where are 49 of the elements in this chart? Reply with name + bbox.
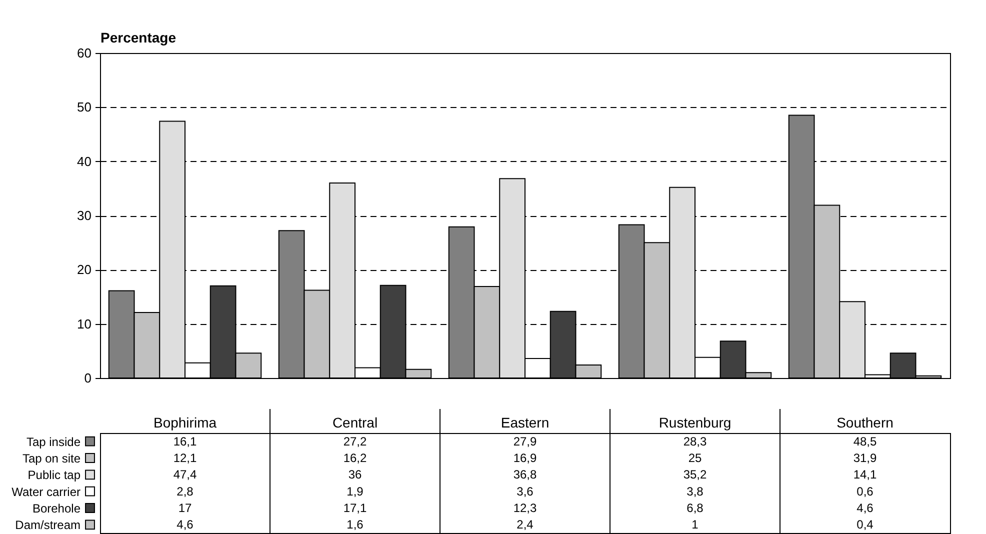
- data-label: 16,9: [513, 451, 537, 465]
- data-label: 17,1: [343, 501, 367, 515]
- data-label: 27,9: [513, 434, 537, 448]
- data-label: 16,1: [173, 434, 197, 448]
- x-tick-label: Eastern: [500, 414, 550, 430]
- legend-label: Tap inside: [26, 434, 81, 449]
- data-label: 0,6: [856, 484, 874, 498]
- data-label: 12,3: [513, 501, 537, 515]
- data-label: 4,6: [176, 518, 194, 532]
- y-axis-title: Percentage: [100, 30, 176, 46]
- data-label: 36,8: [513, 468, 537, 482]
- y-tick-label: 0: [84, 370, 92, 386]
- data-label: 2,4: [516, 518, 534, 532]
- legend-label: Water carrier: [12, 484, 80, 499]
- data-label: 3,8: [686, 484, 704, 498]
- y-tick-label: 30: [77, 208, 92, 223]
- data-label: 17: [178, 501, 192, 515]
- legend-label: Borehole: [32, 502, 81, 516]
- data-label: 4,6: [856, 501, 874, 515]
- data-label: 2,8: [176, 484, 194, 498]
- y-tick-label: 50: [77, 100, 92, 115]
- legend-label: Public tap: [28, 468, 81, 482]
- data-label: 35,2: [683, 468, 707, 482]
- data-label: 25: [688, 451, 702, 465]
- data-label: 6,8: [686, 501, 704, 515]
- x-tick-label: Central: [332, 414, 378, 430]
- data-label: 47,4: [173, 468, 197, 482]
- legend-label: Dam/stream: [15, 518, 81, 532]
- data-label: 48,5: [853, 434, 877, 448]
- data-label: 36: [348, 468, 362, 482]
- legend-label: Tap on site: [22, 452, 81, 466]
- data-label: 3,6: [516, 484, 534, 498]
- data-label: 27,2: [343, 434, 367, 448]
- y-tick-label: 40: [77, 154, 92, 169]
- y-tick-label: 20: [77, 262, 92, 278]
- data-label: 28,3: [683, 434, 707, 448]
- data-label: 1,9: [346, 484, 364, 498]
- x-tick-label: Bophirima: [153, 414, 217, 430]
- y-tick-label: 60: [77, 46, 92, 60]
- data-label: 14,1: [853, 468, 877, 482]
- x-tick-label: Rustenburg: [658, 414, 732, 430]
- data-label: 31,9: [853, 451, 877, 465]
- data-label: 0,4: [856, 518, 874, 532]
- data-label: 1,6: [346, 518, 364, 532]
- data-label: 12,1: [173, 451, 197, 465]
- data-label: 1: [692, 518, 699, 532]
- data-label: 16,2: [343, 451, 367, 465]
- y-tick-label: 10: [77, 316, 92, 332]
- x-tick-label: Southern: [836, 414, 894, 430]
